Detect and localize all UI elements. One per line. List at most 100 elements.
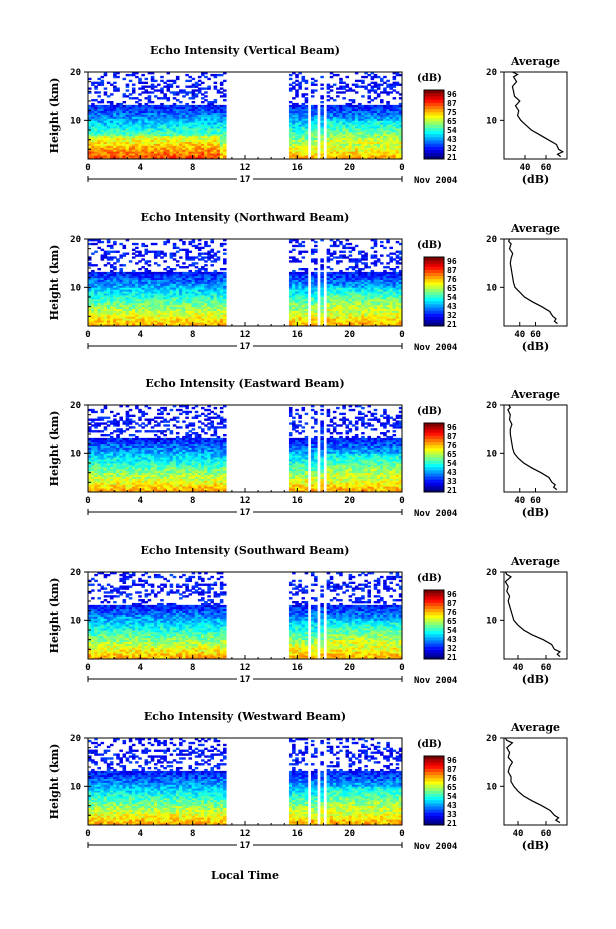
heatmap-cell [373,287,378,290]
heatmap-cell [204,91,208,94]
heatmap-cell [157,97,161,100]
heatmap-cell [292,157,296,160]
heatmap-cell [131,242,136,246]
heatmap-cell [370,283,375,286]
heatmap-cell [188,308,193,311]
heatmap-cell [320,258,324,261]
heatmap-cell [125,316,130,319]
heatmap-cell [128,108,133,112]
heatmap-cell [320,318,324,321]
heatmap-cell [288,118,293,121]
heatmap-cell [138,268,142,271]
heatmap-cell [188,112,193,115]
heatmap-cell [131,137,136,141]
heatmap-cell [106,314,111,317]
heatmap-cell [358,141,362,144]
heatmap-cell [97,291,101,294]
heatmap-cell [116,143,120,146]
heatmap-cell [370,149,375,152]
heatmap-cell [345,295,350,298]
heatmap-cell [144,277,149,280]
heatmap-cell [329,318,334,321]
heatmap-cell [131,273,136,277]
heatmap-cell [364,318,368,321]
heatmap-cell [298,312,302,315]
heatmap-cell [182,316,186,319]
heatmap-cell [201,116,205,119]
heatmap-cell [119,254,123,257]
heatmap-cell [210,108,214,112]
heatmap-cell [185,126,189,129]
heatmap-cell [131,89,136,92]
heatmap-cell [348,275,353,279]
heatmap-cell [163,126,167,129]
heatmap-cell [135,281,139,284]
heatmap-cell [188,116,193,119]
heatmap-cell [213,139,218,142]
heatmap-cell [185,85,189,88]
heatmap-cell [288,275,293,279]
heatmap-cell [386,116,390,119]
heatmap-cell [210,240,214,244]
heatmap-cell [116,275,120,279]
heatmap-cell [288,141,293,144]
heatmap-cell [138,281,142,284]
heatmap-cell [376,320,381,323]
heatmap-cell [141,318,145,321]
heatmap-cell [144,145,149,148]
heatmap-cell [153,143,158,146]
heatmap-cell [153,310,158,313]
heatmap-cell [153,320,158,323]
heatmap-cell [113,310,117,313]
heatmap-cell [172,318,177,321]
heatmap-cell [345,120,350,123]
heatmap-cell [342,122,346,125]
heatmap-cell [116,291,120,294]
heatmap-cell [219,118,224,121]
heatmap-cell [201,93,205,96]
heatmap-cell [131,108,136,112]
heatmap-cell [94,130,98,133]
heatmap-cell [88,108,92,112]
heatmap-cell [91,320,95,323]
heatmap-cell [94,116,98,119]
heatmap-cell [370,312,375,315]
heatmap-cell [364,124,368,127]
heatmap-cell [138,316,142,319]
heatmap-cell [398,108,403,112]
heatmap-cell [354,120,359,123]
heatmap-cell [201,314,205,317]
heatmap-cell [213,283,218,286]
heatmap-cell [370,320,375,323]
heatmap-cell [370,108,375,112]
heatmap-cell [97,95,101,98]
heatmap-cell [210,300,214,304]
heatmap-cell [179,114,183,117]
heatmap-cell [304,124,309,127]
heatmap-cell [219,116,224,119]
heatmap-cell [194,300,199,304]
heatmap-cell [147,131,152,135]
heatmap-cell [326,300,331,304]
heatmap-cell [201,147,205,150]
heatmap-cell [204,128,208,131]
heatmap-cell [373,83,378,86]
heatmap-cell [342,85,346,88]
heatmap-cell [342,300,346,304]
heatmap-cell [304,149,309,152]
heatmap-cell [216,122,221,125]
heatmap-cell [191,289,196,292]
heatmap-cell [116,318,120,321]
heatmap-cell [301,314,306,317]
heatmap-cell [138,118,142,121]
heatmap-cell [128,149,133,152]
heatmap-cell [223,268,227,271]
heatmap-cell [386,143,390,146]
heatmap-cell [153,316,158,319]
heatmap-cell [88,133,92,137]
heatmap-cell [179,289,183,292]
heatmap-cell [141,116,145,119]
heatmap-cell [169,291,174,294]
heatmap-cell [179,239,183,242]
heatmap-cell [201,266,205,269]
